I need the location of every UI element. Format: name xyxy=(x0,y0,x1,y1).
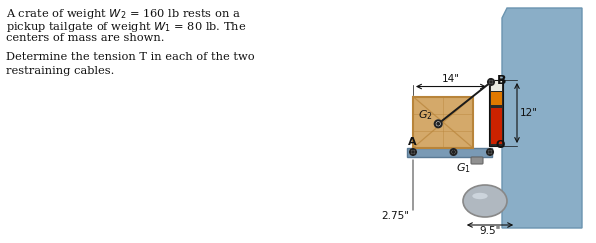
Bar xyxy=(413,96,473,148)
Circle shape xyxy=(412,151,414,153)
Circle shape xyxy=(434,120,442,127)
Circle shape xyxy=(410,149,416,155)
Text: 12": 12" xyxy=(520,108,538,118)
Text: restraining cables.: restraining cables. xyxy=(6,66,114,76)
Circle shape xyxy=(437,122,439,125)
Text: centers of mass are shown.: centers of mass are shown. xyxy=(6,33,164,43)
Text: 2.75": 2.75" xyxy=(381,211,409,221)
FancyBboxPatch shape xyxy=(471,157,483,164)
Text: $G_2$: $G_2$ xyxy=(418,108,433,122)
Circle shape xyxy=(487,149,493,155)
Polygon shape xyxy=(502,8,582,228)
Text: $G_1$: $G_1$ xyxy=(455,161,470,175)
Circle shape xyxy=(452,151,455,153)
Text: A: A xyxy=(408,137,417,147)
Ellipse shape xyxy=(463,185,507,217)
Text: O: O xyxy=(495,140,504,150)
Bar xyxy=(491,108,501,145)
Text: 14": 14" xyxy=(442,74,460,84)
Text: 9.5": 9.5" xyxy=(479,226,501,236)
Text: Determine the tension T in each of the two: Determine the tension T in each of the t… xyxy=(6,52,254,62)
Text: B: B xyxy=(497,75,507,87)
Bar xyxy=(489,80,503,146)
Text: pickup tailgate of weight $W_1$ = 80 lb. The: pickup tailgate of weight $W_1$ = 80 lb.… xyxy=(6,20,246,34)
Circle shape xyxy=(451,149,457,155)
Bar xyxy=(491,81,501,91)
Ellipse shape xyxy=(472,193,488,199)
Text: A crate of weight $W_2$ = 160 lb rests on a: A crate of weight $W_2$ = 160 lb rests o… xyxy=(6,7,241,21)
Bar xyxy=(407,148,492,157)
Circle shape xyxy=(490,81,492,83)
Circle shape xyxy=(488,79,494,85)
Bar xyxy=(491,92,501,105)
Circle shape xyxy=(489,151,491,153)
